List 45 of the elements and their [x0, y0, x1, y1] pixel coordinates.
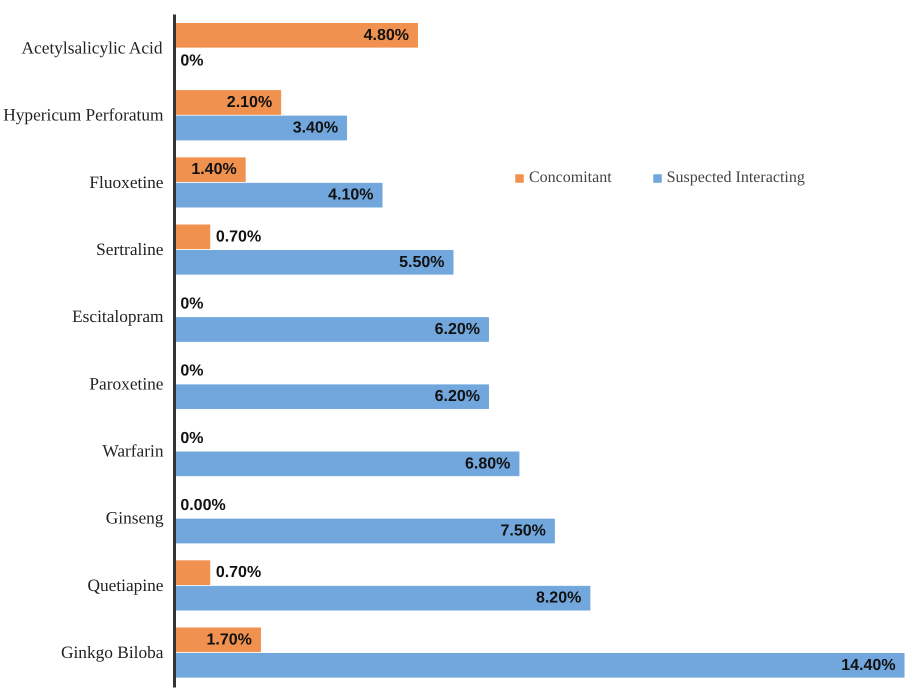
data-label: 0%	[180, 362, 204, 380]
data-label: 14.40%	[841, 656, 896, 674]
data-label: 7.50%	[500, 522, 546, 540]
data-label: 6.20%	[434, 388, 480, 406]
bar	[174, 560, 210, 585]
data-label: 6.80%	[465, 455, 510, 472]
bar	[174, 652, 905, 678]
legend-label: Suspected Interacting	[666, 169, 805, 187]
y-tick-label: Acetylsalicylic Acid	[22, 38, 163, 58]
bar	[174, 116, 348, 140]
legend-label: Concomitant	[529, 169, 612, 187]
bar	[174, 90, 282, 115]
y-tick-label: Quetiapine	[87, 576, 164, 595]
data-label: 4.10%	[328, 186, 374, 204]
data-label: 0.00%	[180, 496, 226, 514]
y-tick-label: Escitalopram	[72, 307, 164, 326]
data-label: 8.20%	[536, 590, 582, 607]
bar	[174, 250, 454, 275]
y-tick-label: Ginkgo Biloba	[60, 643, 164, 662]
data-label: 3.40%	[292, 120, 338, 137]
data-label: 0%	[180, 430, 204, 447]
bar	[174, 224, 210, 250]
bar	[174, 384, 489, 410]
bar	[174, 22, 418, 48]
bar	[174, 518, 555, 544]
data-label: 5.50%	[399, 254, 444, 271]
bar	[174, 452, 520, 476]
y-tick-label: Ginseng	[106, 508, 164, 528]
data-label: 6.20%	[434, 321, 480, 338]
y-tick-label: Hypericum Perforatum	[3, 106, 164, 125]
bar	[174, 182, 383, 208]
data-label: 0.70%	[216, 228, 262, 246]
data-label: 1.40%	[191, 161, 237, 178]
y-tick-label: Fluoxetine	[89, 172, 164, 192]
y-tick-label: Warfarin	[102, 442, 164, 461]
bar	[174, 586, 590, 611]
data-label: 0.70%	[216, 564, 262, 582]
data-label: 2.10%	[226, 94, 272, 111]
data-label: 0%	[180, 52, 204, 70]
data-label: 0%	[180, 295, 204, 312]
data-label: 1.70%	[206, 631, 252, 648]
y-tick-label: Paroxetine	[89, 374, 164, 394]
data-label: 4.80%	[364, 26, 410, 44]
y-tick-label: Sertraline	[96, 240, 164, 260]
bar	[174, 317, 489, 342]
